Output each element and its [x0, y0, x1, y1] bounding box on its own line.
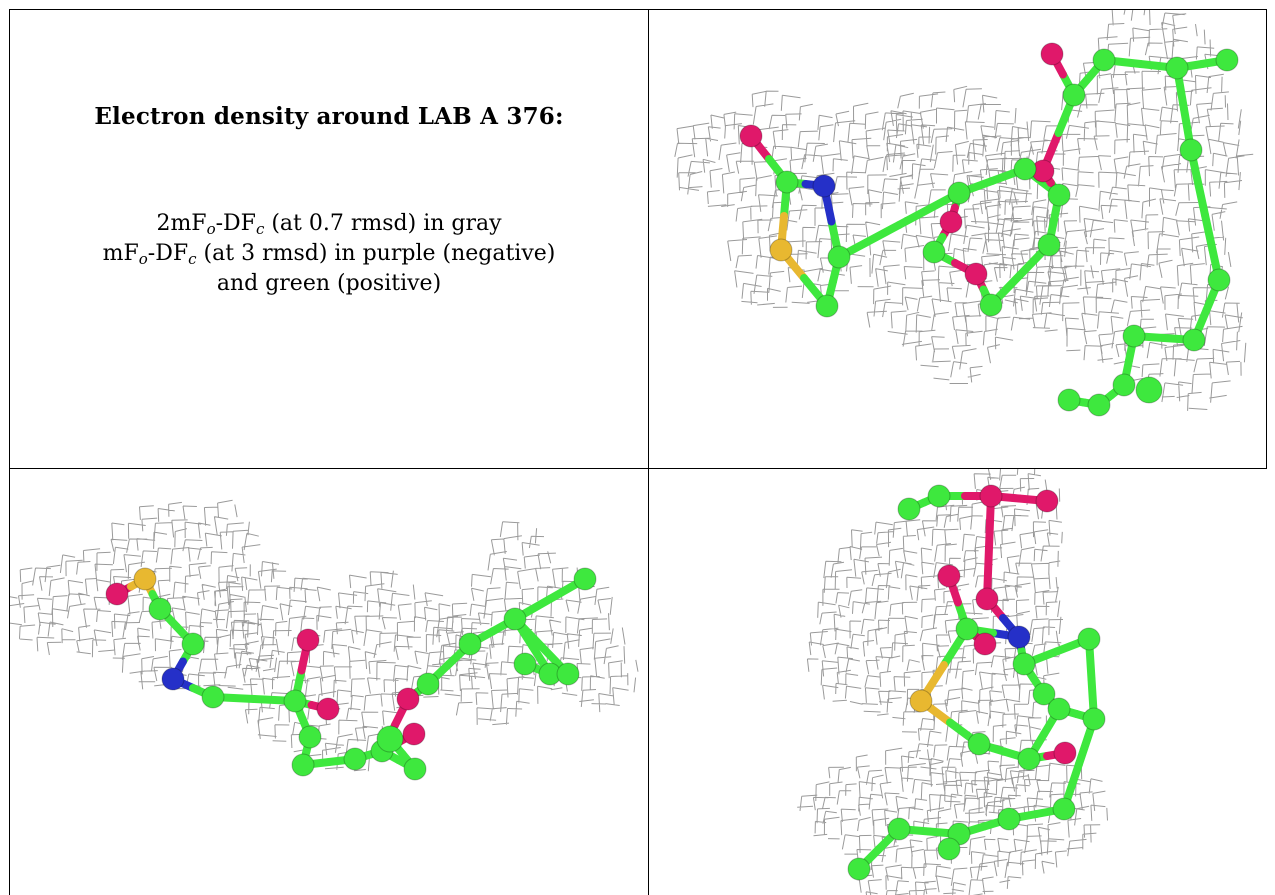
molecule-2	[105, 567, 597, 781]
atom-C	[1047, 697, 1071, 721]
legend-text: 2mFo-DFc (at 0.7 rmsd) in gray mFo-DFc (…	[9, 209, 649, 299]
border-left	[9, 9, 10, 895]
atom-O	[316, 697, 340, 721]
atom-C	[1207, 268, 1231, 292]
atom-C	[1082, 707, 1106, 731]
figure-title: Electron density around LAB A 376:	[94, 103, 564, 130]
atom-N	[812, 174, 836, 198]
atom-C	[887, 817, 911, 841]
atom-C	[513, 652, 537, 676]
atom-C	[291, 753, 315, 777]
density-mesh-2	[10, 499, 639, 772]
atom-C	[775, 170, 799, 194]
atom-C	[1047, 183, 1071, 207]
border-right	[1266, 9, 1267, 469]
molecule-3	[847, 484, 1106, 881]
atom-O	[975, 587, 999, 611]
caption-cell: Electron density around LAB A 376: 2mFo-…	[9, 9, 649, 469]
atom-O	[296, 628, 320, 652]
atom-S	[769, 238, 793, 262]
atom-C	[503, 607, 527, 631]
atom-C	[1165, 56, 1189, 80]
atom-C	[1179, 138, 1203, 162]
atom-C	[1182, 328, 1206, 352]
density-view-3	[649, 469, 1267, 895]
atom-C	[897, 497, 921, 521]
atom-O	[105, 582, 129, 606]
atom-C	[148, 597, 172, 621]
atom-O	[1053, 741, 1077, 765]
atom-C	[815, 294, 839, 318]
atom-C	[1032, 682, 1056, 706]
atom-C	[298, 725, 322, 749]
atom-C	[922, 240, 946, 264]
atom-C	[1092, 48, 1116, 72]
figure-table: Electron density around LAB A 376: 2mFo-…	[9, 9, 1267, 895]
molecule-1	[739, 42, 1239, 417]
atom-C	[1135, 376, 1163, 404]
atom-C	[458, 632, 482, 656]
atom-C	[1037, 233, 1061, 257]
divider-vertical	[648, 9, 649, 895]
atom-C	[1052, 797, 1076, 821]
atom-O	[964, 262, 988, 286]
atom-C	[556, 662, 580, 686]
bond	[1201, 211, 1223, 284]
atom-O	[979, 484, 1003, 508]
border-top	[9, 9, 1267, 10]
legend-line-2: mFo-DFc (at 3 rmsd) in purple (negative)	[102, 241, 556, 268]
atom-C	[1057, 388, 1081, 412]
atom-C	[1087, 393, 1111, 417]
atom-O	[1040, 42, 1064, 66]
atom-C	[947, 181, 971, 205]
legend-line-3: and green (positive)	[216, 271, 442, 296]
legend-line-1: 2mFo-DFc (at 0.7 rmsd) in gray	[156, 211, 502, 238]
atom-O	[939, 210, 963, 234]
atom-N	[161, 667, 185, 691]
atom-S	[133, 567, 157, 591]
atom-C	[1112, 373, 1136, 397]
atom-C	[181, 632, 205, 656]
atom-O	[739, 124, 763, 148]
atom-C	[847, 857, 871, 881]
density-view-1	[649, 10, 1266, 468]
atom-C	[283, 689, 307, 713]
atom-C	[403, 757, 427, 781]
atom-C	[416, 672, 440, 696]
atom-C	[937, 837, 961, 861]
atom-O	[402, 722, 426, 746]
atom-C	[955, 617, 979, 641]
atom-C	[1077, 627, 1101, 651]
atom-C	[927, 484, 951, 508]
density-view-2	[10, 469, 648, 895]
bond	[1187, 146, 1209, 219]
atom-C	[1062, 83, 1086, 107]
atom-O	[1035, 489, 1059, 513]
atom-C	[376, 725, 404, 753]
atom-C	[1013, 157, 1037, 181]
atom-C	[1012, 652, 1036, 676]
divider-horizontal	[9, 468, 1267, 469]
atom-S	[909, 689, 933, 713]
atom-C	[967, 732, 991, 756]
atom-C	[827, 245, 851, 269]
atom-C	[201, 685, 225, 709]
bond	[895, 189, 963, 229]
atom-C	[1017, 747, 1041, 771]
atom-N	[1007, 625, 1031, 649]
atom-O	[973, 632, 997, 656]
bond	[835, 221, 903, 261]
atom-O	[396, 687, 420, 711]
atom-C	[1215, 48, 1239, 72]
atom-C	[343, 747, 367, 771]
atom-C	[573, 567, 597, 591]
atom-C	[997, 807, 1021, 831]
atom-O	[937, 564, 961, 588]
atom-C	[1122, 324, 1146, 348]
atom-C	[979, 293, 1003, 317]
